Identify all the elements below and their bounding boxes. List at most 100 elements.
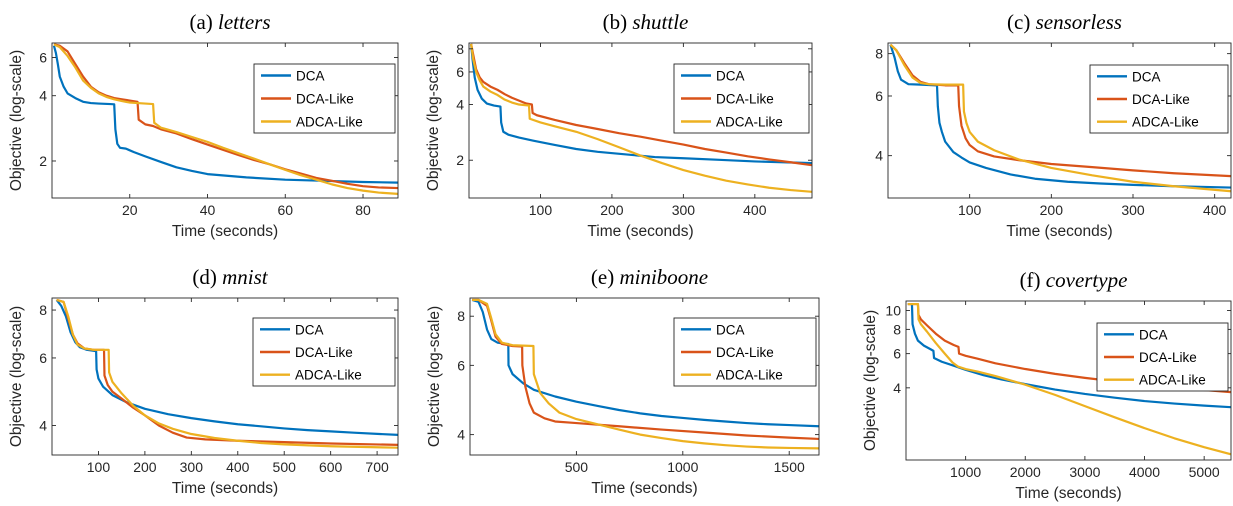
series-group (52, 43, 398, 195)
x-tick-label: 200 (1040, 202, 1064, 218)
x-axis-label: Time (seconds) (587, 223, 693, 240)
series-line-adca-like (889, 43, 1231, 193)
legend: DCA DCA-Like ADCA-Like (253, 63, 396, 134)
x-tick-label: 100 (87, 459, 111, 475)
chart-title-prefix: (b) (603, 10, 633, 34)
legend-label-adca-like: ADCA-Like (296, 115, 363, 130)
legend-label-dca: DCA (1139, 327, 1168, 342)
x-tick-label: 60 (277, 202, 293, 218)
series-line-dca-like (470, 43, 812, 167)
x-tick-label: 100 (958, 202, 982, 218)
chart-panel-6: (f) covertype 1000 2000 3000 4000 5000 4 6 8 10 Ti… (862, 268, 1232, 502)
series-line-adca-like (53, 43, 398, 195)
x-tick-label: 400 (226, 459, 250, 475)
x-tick-label: 80 (355, 202, 371, 218)
y-tick-label: 4 (456, 97, 464, 113)
series-group (889, 43, 1231, 193)
x-tick-label: 4000 (1129, 464, 1160, 480)
x-tick-label: 300 (180, 459, 204, 475)
chart-title-name: miniboone (619, 265, 708, 289)
chart-panel-5: (e) miniboone 500 1000 1500 4 6 8 Time (seconds… (426, 265, 820, 497)
chart-title: (e) miniboone (591, 265, 708, 289)
y-tick-label: 8 (456, 41, 464, 57)
x-tick-label: 5000 (1189, 464, 1220, 480)
legend-label-dca-like: DCA-Like (295, 345, 353, 360)
y-tick-label: 8 (893, 321, 901, 337)
legend-label-dca: DCA (716, 322, 745, 337)
y-tick-label: 2 (39, 153, 47, 169)
legend-label-adca-like: ADCA-Like (1132, 115, 1199, 130)
y-tick-label: 8 (39, 302, 47, 318)
x-tick-label: 20 (122, 202, 138, 218)
x-tick-label: 200 (600, 202, 624, 218)
y-tick-label: 4 (893, 380, 901, 396)
legend-label-adca-like: ADCA-Like (295, 368, 362, 383)
chart-title: (b) shuttle (603, 10, 689, 34)
x-tick-label: 700 (365, 459, 389, 475)
chart-panel-2: (b) shuttle 100 200 300 400 2 4 6 8 Time (seconds… (425, 10, 813, 240)
x-tick-label: 400 (743, 202, 767, 218)
x-tick-label: 2000 (1010, 464, 1041, 480)
chart-panel-4: (d) mnist 100 200 300 400 500 600 700 4 6 8 Time (s… (8, 265, 399, 497)
x-tick-label: 500 (273, 459, 297, 475)
y-axis-label: Objective (log-scale) (425, 50, 442, 191)
series-group (471, 298, 819, 450)
x-tick-label: 100 (529, 202, 553, 218)
axes-box (51, 297, 399, 456)
series-line-adca-like (472, 298, 819, 450)
x-tick-label: 1000 (950, 464, 981, 480)
chart-title-prefix: (a) (189, 10, 218, 34)
series-line-dca-like (889, 43, 1231, 178)
chart-title-prefix: (e) (591, 265, 620, 289)
x-axis-label: Time (seconds) (1006, 223, 1112, 240)
chart-title-name: mnist (222, 265, 269, 289)
x-tick-label: 1500 (774, 459, 805, 475)
chart-title: (f) covertype (1020, 268, 1128, 292)
x-tick-label: 300 (1121, 202, 1145, 218)
y-tick-label: 8 (875, 46, 883, 62)
legend-label-dca: DCA (295, 322, 324, 337)
x-tick-label: 200 (133, 459, 157, 475)
series-line-dca (470, 43, 812, 165)
chart-title-name: shuttle (632, 10, 688, 34)
axes-box (51, 42, 399, 199)
chart-title-prefix: (c) (1007, 10, 1036, 34)
legend: DCA DCA-Like ADCA-Like (1096, 322, 1229, 392)
x-tick-label: 600 (319, 459, 343, 475)
y-tick-label: 4 (39, 417, 47, 433)
chart-title-name: letters (218, 10, 271, 34)
y-tick-label: 6 (875, 88, 883, 104)
axes-box (469, 297, 820, 456)
y-axis-label: Objective (log-scale) (426, 306, 443, 447)
chart-panel-1: (a) letters 20 40 60 80 2 4 6 Time (seconds) Obje… (8, 10, 399, 240)
x-tick-label: 1000 (667, 459, 698, 475)
legend-label-dca-like: DCA-Like (1139, 350, 1197, 365)
legend-label-dca: DCA (296, 69, 325, 84)
y-tick-label: 6 (893, 346, 901, 362)
x-tick-label: 500 (565, 459, 589, 475)
y-tick-label: 2 (456, 152, 464, 168)
chart-title-prefix: (d) (192, 265, 222, 289)
y-axis-label: Objective (log-scale) (862, 310, 879, 451)
legend-label-adca-like: ADCA-Like (716, 115, 783, 130)
legend-label-dca-like: DCA-Like (716, 345, 774, 360)
series-line-dca (52, 45, 398, 184)
chart-title-name: sensorless (1036, 10, 1122, 34)
x-axis-label: Time (seconds) (1015, 485, 1121, 502)
legend-label-dca-like: DCA-Like (1132, 92, 1190, 107)
y-axis-label: Objective (log-scale) (8, 306, 25, 447)
series-group (55, 298, 398, 449)
legend: DCA DCA-Like ADCA-Like (1089, 64, 1229, 134)
legend-label-adca-like: ADCA-Like (716, 368, 783, 383)
series-group (470, 43, 812, 193)
y-tick-label: 6 (457, 357, 465, 373)
legend-label-dca-like: DCA-Like (716, 92, 774, 107)
x-tick-label: 40 (200, 202, 216, 218)
x-tick-label: 3000 (1069, 464, 1100, 480)
legend: DCA DCA-Like ADCA-Like (252, 317, 396, 387)
chart-title: (d) mnist (192, 265, 268, 289)
y-tick-label: 6 (39, 350, 47, 366)
axes-box (905, 300, 1232, 461)
series-line-dca (471, 298, 819, 428)
chart-panel-3: (c) sensorless 100 200 300 400 4 6 8 Time (secon… (875, 10, 1232, 240)
